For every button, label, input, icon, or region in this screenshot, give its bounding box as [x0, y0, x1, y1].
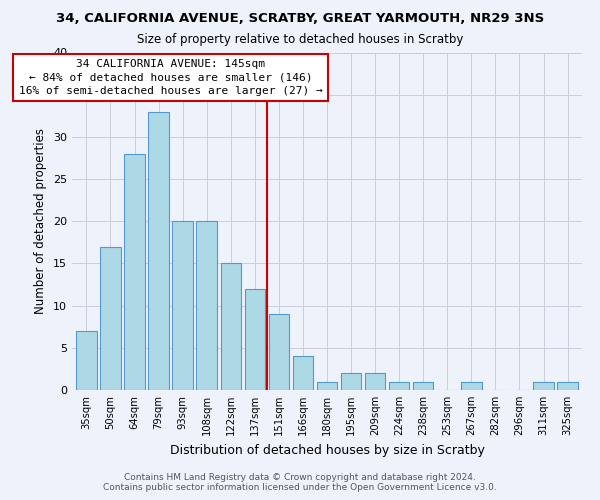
- Text: 34 CALIFORNIA AVENUE: 145sqm
← 84% of detached houses are smaller (146)
16% of s: 34 CALIFORNIA AVENUE: 145sqm ← 84% of de…: [19, 59, 323, 96]
- Bar: [317, 382, 337, 390]
- Text: Size of property relative to detached houses in Scratby: Size of property relative to detached ho…: [137, 32, 463, 46]
- Bar: [100, 246, 121, 390]
- Bar: [293, 356, 313, 390]
- Bar: [245, 289, 265, 390]
- Bar: [557, 382, 578, 390]
- Bar: [461, 382, 482, 390]
- Text: Contains HM Land Registry data © Crown copyright and database right 2024.
Contai: Contains HM Land Registry data © Crown c…: [103, 473, 497, 492]
- Bar: [124, 154, 145, 390]
- Bar: [341, 373, 361, 390]
- Text: 34, CALIFORNIA AVENUE, SCRATBY, GREAT YARMOUTH, NR29 3NS: 34, CALIFORNIA AVENUE, SCRATBY, GREAT YA…: [56, 12, 544, 26]
- Y-axis label: Number of detached properties: Number of detached properties: [34, 128, 47, 314]
- Bar: [365, 373, 385, 390]
- Bar: [221, 264, 241, 390]
- Bar: [533, 382, 554, 390]
- Bar: [196, 221, 217, 390]
- Bar: [76, 331, 97, 390]
- Bar: [389, 382, 409, 390]
- Bar: [269, 314, 289, 390]
- Bar: [172, 221, 193, 390]
- Bar: [148, 112, 169, 390]
- Bar: [413, 382, 433, 390]
- X-axis label: Distribution of detached houses by size in Scratby: Distribution of detached houses by size …: [170, 444, 484, 456]
